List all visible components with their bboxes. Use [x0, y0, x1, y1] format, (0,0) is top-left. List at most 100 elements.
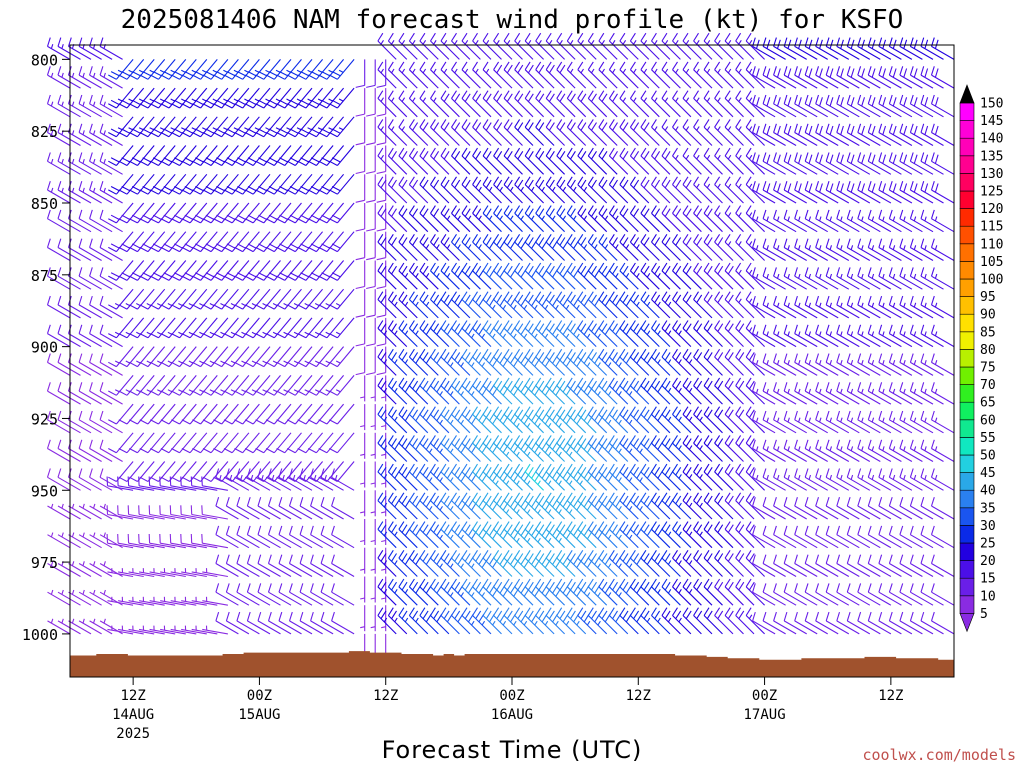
- wind-barb: [794, 439, 818, 462]
- colorbar-min-arrow: [959, 613, 975, 633]
- wind-barb: [735, 320, 755, 347]
- wind-barb: [377, 147, 397, 175]
- colorbar-label: 65: [980, 396, 996, 411]
- wind-barb: [128, 596, 155, 606]
- wind-barb: [846, 410, 871, 434]
- wind-barb: [68, 618, 92, 635]
- wind-barb: [387, 348, 408, 376]
- wind-barb: [524, 176, 544, 204]
- wind-barb: [825, 66, 850, 89]
- wind-barb: [202, 288, 229, 310]
- wind-barb: [398, 406, 418, 434]
- wind-barb: [318, 145, 345, 166]
- colorbar-label: 75: [980, 361, 996, 376]
- wind-barb: [440, 291, 460, 319]
- wind-barb: [878, 181, 902, 204]
- wind-barb: [202, 260, 229, 281]
- wind-barb: [215, 497, 239, 520]
- wind-barb: [878, 123, 902, 146]
- wind-barb: [752, 123, 776, 146]
- wind-barb: [160, 87, 187, 109]
- wind-barb: [67, 382, 92, 405]
- wind-barb: [57, 589, 81, 606]
- wind-barb: [724, 176, 744, 204]
- wind-barb: [67, 181, 92, 204]
- wind-barb: [387, 119, 408, 146]
- wind-barb: [46, 439, 71, 462]
- wind-barb: [160, 432, 187, 454]
- wind-barb: [150, 173, 176, 195]
- wind-barb: [255, 87, 281, 109]
- wind-barb: [89, 152, 113, 175]
- wind-barb: [329, 346, 355, 368]
- wind-barb: [629, 435, 650, 462]
- colorbar-swatch: [959, 454, 975, 473]
- wind-barb: [223, 231, 250, 253]
- wind-barb: [213, 231, 239, 253]
- y-tick-label: 850: [31, 195, 58, 213]
- wind-barb: [804, 324, 828, 348]
- wind-barb: [703, 205, 723, 233]
- wind-barb: [640, 607, 660, 635]
- wind-barb: [825, 468, 850, 491]
- wind-barb: [329, 173, 355, 195]
- wind-barb: [472, 205, 492, 233]
- y-tick-label: 975: [31, 554, 58, 572]
- wind-barb: [909, 37, 934, 60]
- wind-barb: [225, 497, 250, 520]
- wind-barb: [430, 320, 450, 347]
- wind-barb: [640, 348, 660, 376]
- wind-barb: [640, 205, 660, 233]
- wind-barb: [46, 152, 71, 175]
- wind-barb: [181, 625, 207, 635]
- wind-barb: [297, 403, 324, 425]
- wind-barb: [867, 525, 892, 549]
- wind-barb: [89, 382, 113, 405]
- wind-barb: [867, 94, 892, 118]
- wind-barb: [703, 348, 723, 376]
- wind-barb: [440, 406, 460, 434]
- wind-barb: [815, 497, 839, 520]
- wind-barb: [672, 578, 692, 606]
- wind-barb: [107, 568, 134, 578]
- wind-barb: [794, 554, 818, 577]
- wind-barb: [867, 181, 892, 204]
- y-tick-label: 1000: [22, 626, 58, 644]
- wind-barb: [909, 382, 934, 405]
- wind-barb: [920, 37, 944, 60]
- wind-barb: [276, 288, 302, 310]
- wind-barb: [46, 66, 71, 89]
- wind-barb: [255, 202, 281, 224]
- colorbar-swatch: [959, 137, 975, 157]
- wind-barb: [825, 37, 850, 60]
- wind-barb: [288, 554, 313, 577]
- wind-barb: [587, 205, 608, 233]
- wind-barb: [329, 403, 355, 425]
- wind-barb: [139, 432, 166, 454]
- wind-barb: [909, 497, 934, 520]
- wind-barb: [267, 583, 292, 606]
- wind-barb: [693, 176, 713, 204]
- wind-barb: [724, 550, 744, 577]
- wind-barb: [752, 152, 776, 175]
- wind-barb: [108, 116, 134, 138]
- wind-barb: [89, 209, 113, 233]
- wind-barb: [857, 152, 881, 175]
- wind-barb: [888, 468, 913, 491]
- wind-barb: [724, 406, 744, 434]
- wind-barb: [202, 461, 229, 482]
- wind-barb: [213, 145, 239, 166]
- wind-barb: [278, 468, 302, 491]
- wind-barb: [299, 611, 323, 635]
- wind-barb: [920, 611, 944, 635]
- wind-barb: [171, 59, 197, 80]
- wind-barb: [310, 583, 334, 606]
- wind-barb: [118, 625, 144, 635]
- colorbar-label: 80: [980, 343, 996, 358]
- wind-barb: [714, 291, 734, 319]
- wind-barb: [714, 32, 734, 60]
- wind-barb: [693, 205, 713, 233]
- wind-barb: [430, 61, 450, 89]
- wind-barb: [78, 37, 102, 60]
- wind-barb: [661, 90, 681, 118]
